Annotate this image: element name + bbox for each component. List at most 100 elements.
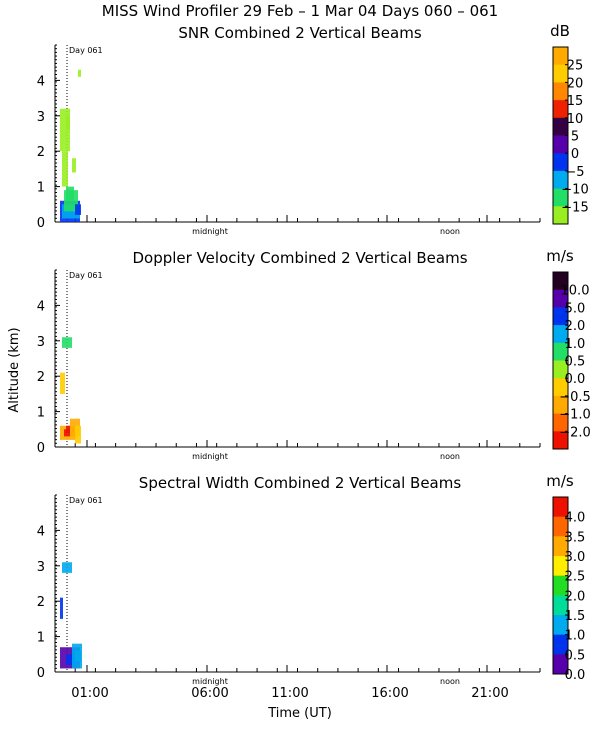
colorbar-label: 1.5	[565, 609, 586, 624]
chart-panel-2: Doppler Velocity Combined 2 Vertical Bea…	[37, 247, 591, 461]
day-label: Day 061	[69, 46, 103, 55]
x-tick-label: 01:00	[71, 686, 108, 701]
echo-mark	[66, 115, 70, 130]
y-tick-label: 0	[37, 441, 45, 456]
colorbar-label: 5.0	[565, 301, 586, 316]
colorbar-label: 2.0	[565, 319, 586, 334]
colorbar-segment	[553, 413, 568, 432]
colorbar-segment	[553, 100, 568, 119]
colorbar-label: 1.0	[565, 629, 586, 644]
colorbar-label: 5	[571, 130, 579, 145]
x-tick-label: 06:00	[191, 686, 228, 701]
echo-mark	[60, 372, 65, 394]
y-tick-label: 1	[37, 631, 45, 646]
echo-mark	[75, 425, 81, 444]
echo-mark	[75, 650, 81, 662]
y-tick-label: 2	[37, 370, 45, 385]
colorbar-label: 10.0	[561, 284, 590, 299]
colorbar-label: 2.5	[565, 570, 586, 585]
colorbar-label: 25	[567, 59, 584, 74]
echo-mark	[60, 597, 63, 619]
colorbar-segment	[553, 654, 568, 675]
colorbar-label: −10	[561, 183, 588, 198]
panel-title: Spectral Width Combined 2 Vertical Beams	[139, 474, 462, 492]
y-axis-label: Altitude (km)	[7, 327, 22, 412]
echo-mark	[62, 151, 68, 187]
colorbar-segment	[553, 170, 568, 190]
colorbar-segment	[553, 188, 568, 207]
colorbar-segment	[553, 378, 568, 397]
colorbar-unit: m/s	[546, 247, 574, 265]
colorbar-segment	[553, 431, 568, 450]
x-axis-label: Time (UT)	[267, 706, 332, 721]
colorbar-label: 4.0	[565, 511, 586, 526]
colorbar-segment	[553, 556, 568, 577]
colorbar-segment	[553, 325, 568, 344]
noon-marker: noon	[440, 452, 460, 461]
colorbar-label: 3.5	[565, 530, 586, 545]
midnight-marker: midnight	[192, 452, 228, 461]
colorbar-label: −15	[561, 200, 588, 215]
chart-panel-1: SNR Combined 2 Vertical Beams 0 1 2 3 4 midnig…	[37, 22, 589, 236]
midnight-marker: midnight	[192, 227, 228, 236]
colorbar-label: −2.0	[559, 425, 591, 440]
colorbar-segment	[553, 307, 568, 326]
colorbar-label: 0.5	[565, 648, 586, 663]
colorbar-segment	[553, 82, 568, 101]
echo-mark	[62, 562, 72, 573]
colorbar-segment	[553, 206, 568, 225]
y-tick-label: 0	[37, 666, 45, 681]
colorbar-label: −5	[565, 165, 584, 180]
echo-mark	[62, 337, 72, 348]
colorbar-unit: m/s	[546, 472, 574, 490]
y-tick-label: 4	[37, 524, 45, 539]
colorbar-segment	[553, 595, 568, 616]
colorbar-label: 0.0	[565, 668, 586, 683]
panel-title: SNR Combined 2 Vertical Beams	[178, 24, 421, 42]
figure-title: MISS Wind Profiler 29 Feb – 1 Mar 04 Day…	[102, 2, 498, 20]
colorbar-segment	[553, 536, 568, 557]
colorbar-label: −0.5	[559, 390, 591, 405]
colorbar-label: 15	[567, 94, 584, 109]
colorbar-segment	[553, 497, 568, 518]
panel-title: Doppler Velocity Combined 2 Vertical Bea…	[132, 249, 467, 267]
echo-mark	[72, 158, 76, 173]
colorbar-segment	[553, 634, 568, 655]
day-label: Day 061	[69, 271, 103, 280]
day-label: Day 061	[69, 496, 103, 505]
colorbar-label: 20	[567, 76, 584, 91]
y-tick-label: 3	[37, 560, 45, 575]
echo-mark	[66, 425, 70, 433]
y-tick-label: 3	[37, 335, 45, 350]
colorbar-segment	[553, 272, 568, 291]
noon-marker: noon	[440, 677, 460, 686]
colorbar-segment	[553, 47, 568, 66]
echo-mark	[66, 186, 74, 201]
y-tick-label: 4	[37, 74, 45, 89]
y-tick-label: 1	[37, 181, 45, 196]
echo-mark	[60, 108, 70, 152]
colorbar-segment	[553, 135, 568, 154]
colorbar-label: 0	[571, 147, 579, 162]
colorbar-segment	[553, 395, 568, 415]
chart-panel-3: Spectral Width Combined 2 Vertical Beams…	[37, 472, 586, 686]
colorbar-segment	[553, 516, 568, 537]
noon-marker: noon	[440, 227, 460, 236]
y-tick-label: 0	[37, 216, 45, 231]
colorbar-label: 3.0	[565, 550, 586, 565]
x-tick-label: 11:00	[271, 686, 308, 701]
colorbar-label: 0.0	[565, 372, 586, 387]
colorbar-label: 2.0	[565, 589, 586, 604]
echo-mark	[66, 654, 76, 665]
y-tick-label: 2	[37, 595, 45, 610]
colorbar-segment	[553, 153, 568, 172]
midnight-marker: midnight	[192, 677, 228, 686]
colorbar-segment	[553, 575, 568, 596]
y-tick-label: 2	[37, 145, 45, 160]
x-tick-label: 16:00	[371, 686, 408, 701]
colorbar-label: −1.0	[559, 408, 591, 423]
colorbar-segment	[553, 289, 568, 308]
y-tick-label: 1	[37, 406, 45, 421]
colorbar-unit: dB	[550, 22, 570, 40]
